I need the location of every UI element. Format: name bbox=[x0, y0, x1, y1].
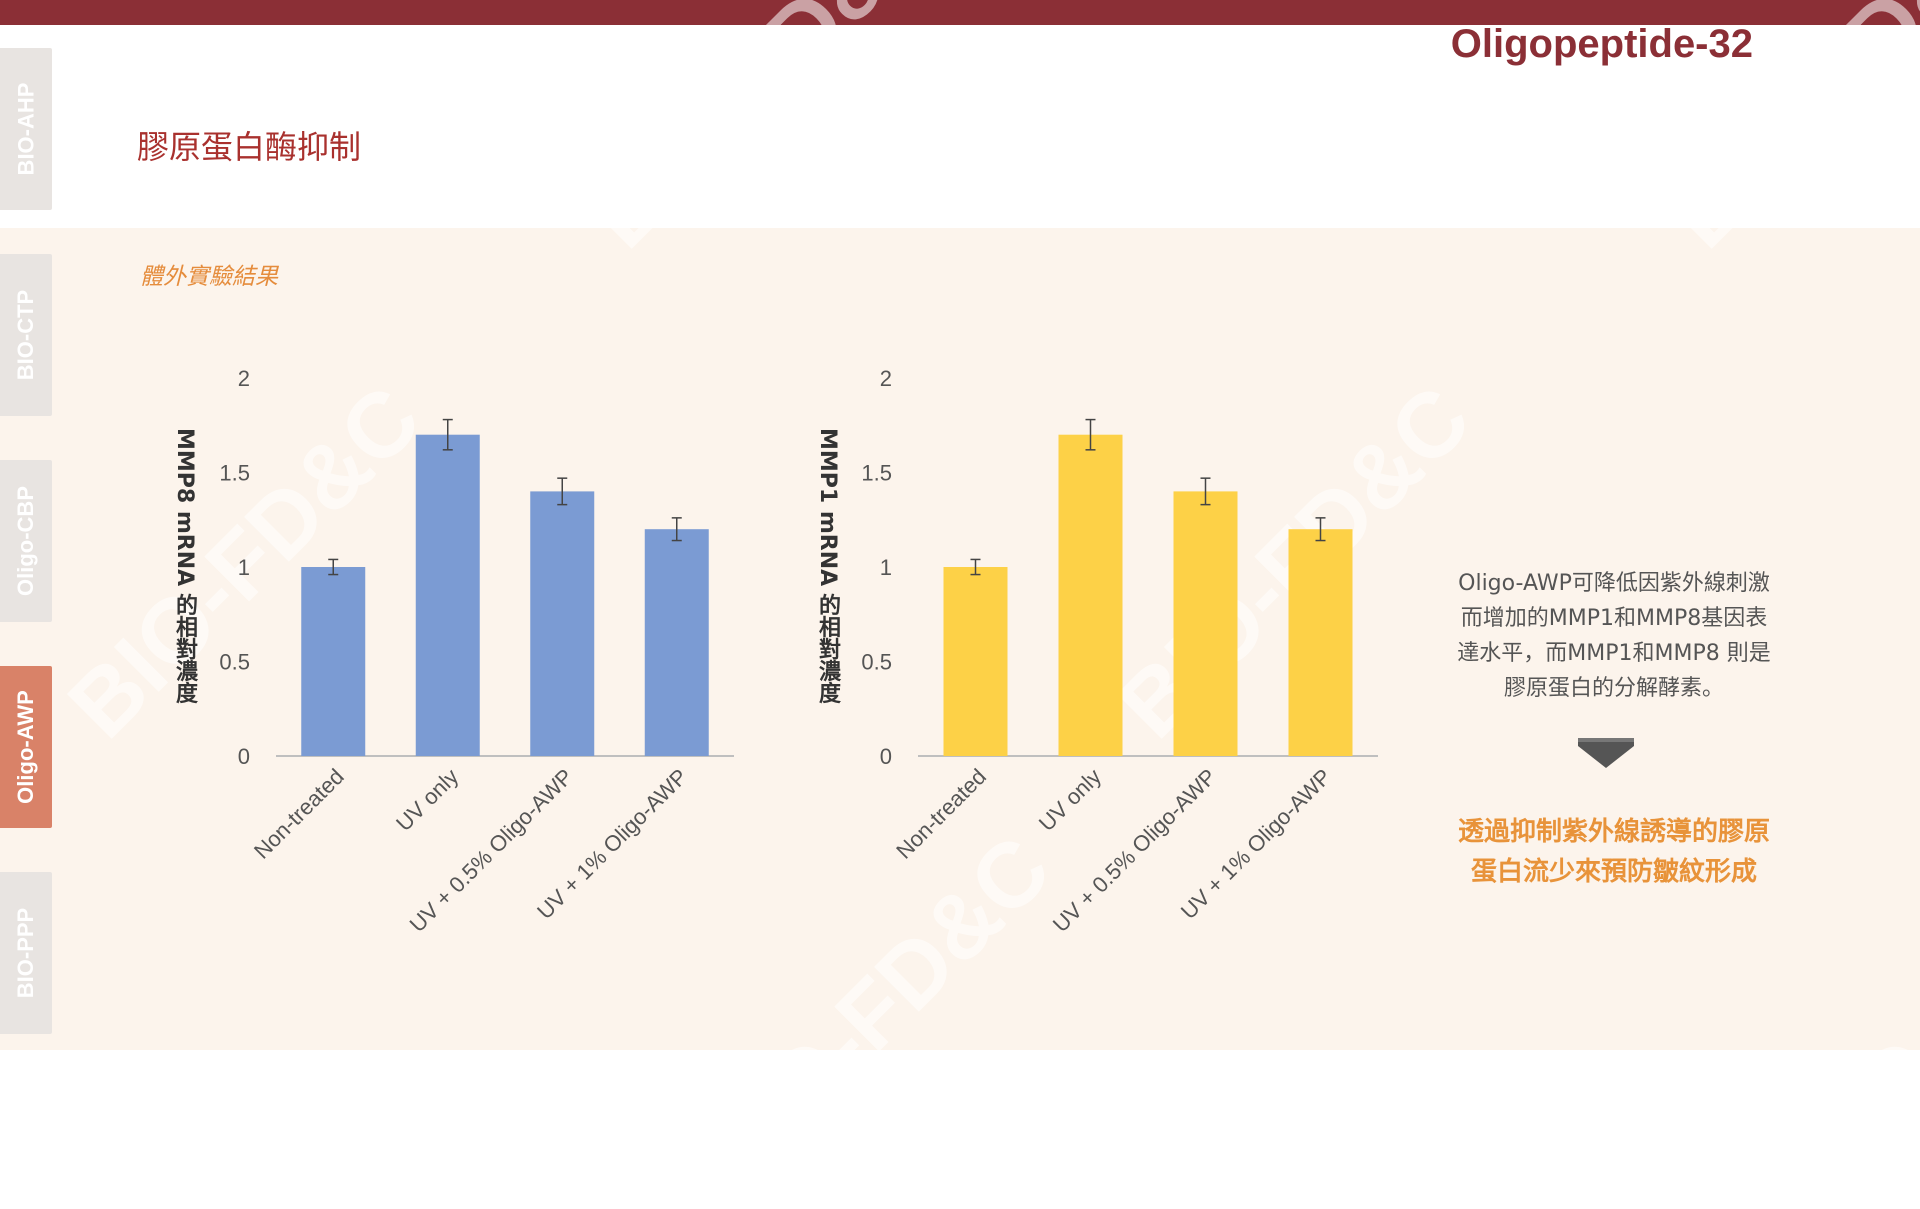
conclusion-line: 蛋白流少來預防皺紋形成 bbox=[1470, 857, 1757, 887]
x-tick-label-mmp1: Non-treated bbox=[891, 764, 991, 864]
description-text: Oligo-AWP可降低因紫外線刺激 而增加的MMP1和MMP8基因表 達水平，… bbox=[1438, 566, 1790, 706]
sidebar-tab-bio-ppp[interactable]: BIO-PPP bbox=[0, 872, 52, 1034]
sidebar-tab-bio-ctp[interactable]: BIO-CTP bbox=[0, 254, 52, 416]
page-title: 膠原蛋白酶抑制 bbox=[137, 128, 362, 166]
section-label: 體外實驗結果 bbox=[140, 264, 278, 290]
product-title: Oligopeptide-32 bbox=[1450, 22, 1753, 66]
top-accent-bar bbox=[0, 0, 1920, 25]
arrow-down-icon bbox=[1578, 738, 1634, 768]
bar-mmp1 bbox=[1173, 491, 1238, 756]
y-tick-label-mmp1: 2 bbox=[880, 366, 892, 391]
y-tick-label-mmp8: 0.5 bbox=[219, 650, 250, 675]
bar-mmp1 bbox=[1288, 529, 1353, 756]
y-tick-label-mmp8: 0 bbox=[238, 744, 250, 769]
sidebar-tab-oligo-cbp[interactable]: Oligo-CBP bbox=[0, 460, 52, 622]
bar-mmp1 bbox=[943, 567, 1008, 756]
y-axis-label-mmp8: MMP8 mRNA 的相對濃度 bbox=[172, 428, 197, 704]
y-axis-label-mmp1: MMP1 mRNA 的相對濃度 bbox=[815, 428, 840, 704]
description-line: 膠原蛋白的分解酵素。 bbox=[1503, 676, 1724, 701]
y-tick-label-mmp1: 1.5 bbox=[861, 461, 892, 486]
description-line: 而增加的MMP1和MMP8基因表 bbox=[1460, 606, 1768, 631]
y-tick-label-mmp8: 1.5 bbox=[219, 461, 250, 486]
sidebar-tab-oligo-awp[interactable]: Oligo-AWP bbox=[0, 666, 52, 828]
x-tick-label-mmp8: Non-treated bbox=[249, 764, 349, 864]
description-line: 達水平，而MMP1和MMP8 則是 bbox=[1457, 641, 1771, 666]
x-tick-label-mmp1: UV only bbox=[1034, 764, 1106, 836]
description-line: Oligo-AWP可降低因紫外線刺激 bbox=[1458, 571, 1770, 596]
y-tick-label-mmp1: 1 bbox=[880, 555, 892, 580]
conclusion-text: 透過抑制紫外線誘導的膠原 蛋白流少來預防皺紋形成 bbox=[1438, 812, 1790, 892]
x-tick-label-mmp8: UV only bbox=[391, 764, 463, 836]
y-tick-label-mmp8: 1 bbox=[238, 555, 250, 580]
y-tick-label-mmp1: 0 bbox=[880, 744, 892, 769]
bar-mmp8 bbox=[530, 491, 595, 756]
bar-mmp1 bbox=[1058, 434, 1123, 756]
y-tick-label-mmp8: 2 bbox=[238, 366, 250, 391]
bar-mmp8 bbox=[644, 529, 709, 756]
bar-mmp8 bbox=[415, 434, 480, 756]
bar-mmp8 bbox=[301, 567, 366, 756]
y-tick-label-mmp1: 0.5 bbox=[861, 650, 892, 675]
conclusion-line: 透過抑制紫外線誘導的膠原 bbox=[1457, 817, 1770, 847]
sidebar-tab-bio-ahp[interactable]: BIO-AHP bbox=[0, 48, 52, 210]
